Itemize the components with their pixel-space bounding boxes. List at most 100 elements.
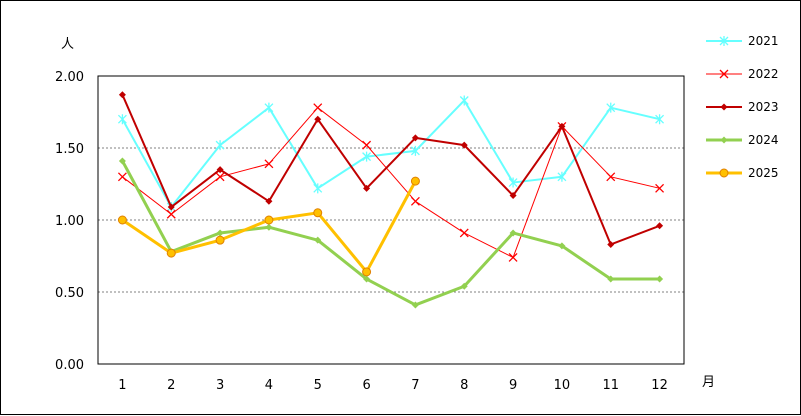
data-point [313, 208, 323, 218]
legend-label: 2023 [748, 100, 779, 114]
x-tick-label: 5 [314, 378, 322, 393]
data-point [363, 275, 371, 283]
data-point [117, 215, 127, 225]
data-point [216, 229, 224, 237]
x-tick-label: 11 [602, 378, 619, 393]
x-unit-label: 月 [702, 375, 715, 390]
data-point [459, 228, 469, 238]
data-point [216, 166, 224, 174]
data-point [264, 215, 274, 225]
legend-item: 2021 [706, 34, 779, 48]
legend-label: 2024 [748, 133, 779, 147]
series-line [122, 107, 660, 258]
x-tick-label: 12 [651, 378, 668, 393]
data-point [314, 115, 322, 123]
y-tick-label: 2.00 [55, 70, 84, 85]
y-tick-label: 0.50 [55, 286, 84, 301]
x-tick-label: 2 [167, 378, 175, 393]
x-tick-label: 9 [509, 378, 517, 393]
data-point [411, 134, 419, 142]
data-point [362, 151, 372, 162]
data-point [410, 196, 420, 206]
y-unit-label: 人 [61, 37, 74, 52]
legend-label: 2025 [748, 166, 779, 180]
data-point [607, 275, 615, 283]
data-point [606, 172, 616, 182]
data-point [166, 209, 176, 219]
series-line [121, 160, 660, 307]
legend-item: 2024 [706, 133, 779, 147]
x-tick-label: 4 [265, 378, 273, 393]
series-2023 [118, 91, 664, 248]
data-point [118, 157, 126, 165]
series-line [121, 94, 660, 246]
data-point [166, 248, 176, 258]
data-point [265, 197, 273, 205]
data-point [655, 114, 665, 125]
x-tick-label: 6 [362, 378, 370, 393]
legend-label: 2021 [748, 34, 779, 48]
data-point [459, 95, 469, 106]
data-point [313, 103, 323, 113]
data-point [362, 140, 372, 150]
series-2024 [118, 157, 664, 309]
legend: 2021 2022 2023 2024 2025 [706, 34, 779, 180]
series-2021 [117, 95, 665, 213]
series-2022 [117, 103, 665, 262]
data-point [410, 176, 420, 186]
data-point [215, 235, 225, 245]
data-point [363, 184, 371, 192]
legend-label: 2022 [748, 67, 779, 81]
data-point [117, 172, 127, 182]
series-line [121, 99, 660, 209]
data-point [606, 102, 616, 113]
y-tick-label: 1.00 [55, 214, 84, 229]
data-point [314, 236, 322, 244]
legend-marker [719, 69, 729, 79]
data-point [509, 192, 517, 200]
legend-marker [719, 36, 729, 46]
legend-item: 2022 [706, 67, 779, 81]
data-point [460, 141, 468, 149]
data-point [558, 122, 566, 130]
legend-marker [720, 103, 728, 111]
axes: 0.000.501.001.502.001 2 3 4 5 6 7 8 9 10 11 12 [55, 70, 668, 393]
plot-area [97, 75, 685, 365]
legend-item: 2025 [706, 166, 779, 180]
data-point [215, 140, 225, 151]
data-point [117, 114, 127, 125]
data-point [656, 222, 664, 230]
y-tick-label: 0.00 [55, 358, 84, 373]
data-point [508, 177, 518, 188]
data-point [411, 301, 419, 309]
data-point [655, 183, 665, 193]
series-2025 [117, 176, 420, 277]
data-point [607, 240, 615, 248]
data-point [410, 145, 420, 156]
data-point [265, 223, 273, 231]
data-point [264, 102, 274, 113]
x-tick-label: 10 [554, 378, 571, 393]
legend-marker [719, 168, 729, 178]
x-tick-label: 8 [460, 378, 468, 393]
data-point [362, 267, 372, 277]
legend-item: 2023 [706, 100, 779, 114]
data-point [215, 172, 225, 182]
data-point [557, 171, 567, 182]
data-point [509, 229, 517, 237]
x-tick-label: 1 [118, 378, 126, 393]
data-point [167, 203, 175, 211]
x-tick-label: 3 [216, 378, 224, 393]
data-point [460, 282, 468, 290]
data-point [313, 183, 323, 194]
data-point [264, 159, 274, 169]
legend-marker [720, 136, 728, 144]
x-tick-label: 7 [411, 378, 419, 393]
data-point [656, 275, 664, 283]
data-point [558, 242, 566, 250]
data-point [118, 91, 126, 99]
series-lines [117, 91, 665, 309]
y-tick-label: 1.50 [55, 142, 84, 157]
